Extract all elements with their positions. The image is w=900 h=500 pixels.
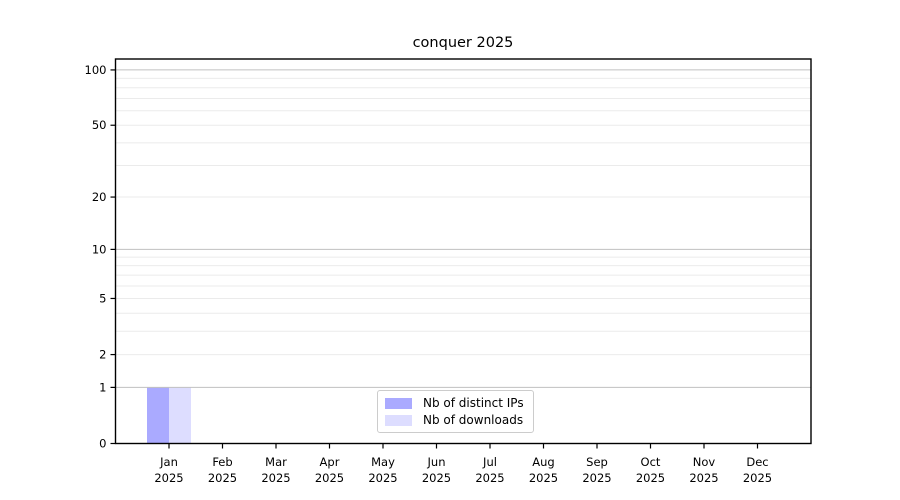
x-tick-label-aug-month: Aug [532,455,554,469]
x-tick-label-may-month: May [371,455,395,469]
x-tick-label-jan-month: Jan [159,455,178,469]
y-tick-label-100: 100 [85,63,107,77]
legend-swatch-downloads [385,414,412,426]
legend-item-distinct-ips: Nb of distinct IPs [385,396,524,410]
y-tick-label-50: 50 [92,118,107,132]
x-tick-label-oct-month: Oct [641,455,661,469]
x-tick-label-dec-month: Dec [746,455,768,469]
x-tick-label-nov-month: Nov [693,455,716,469]
legend-item-downloads: Nb of downloads [385,413,524,427]
x-tick-label-jun-month: Jun [427,455,446,469]
bar-jan-series0 [147,387,169,444]
x-tick-label-aug-year: 2025 [529,471,558,485]
x-tick-label-feb-month: Feb [212,455,232,469]
y-tick-label-0: 0 [99,437,106,451]
x-tick-label-jul-month: Jul [482,455,497,469]
x-tick-label-sep-year: 2025 [582,471,611,485]
x-tick-label-oct-year: 2025 [636,471,665,485]
x-tick-label-nov-year: 2025 [689,471,718,485]
x-tick-label-mar-month: Mar [265,455,287,469]
x-tick-label-dec-year: 2025 [743,471,772,485]
x-tick-label-feb-year: 2025 [208,471,237,485]
x-tick-label-may-year: 2025 [368,471,397,485]
y-tick-label-10: 10 [92,242,107,256]
y-tick-label-5: 5 [99,291,106,305]
bar-jan-series1 [169,387,191,444]
chart-title: conquer 2025 [412,35,514,51]
axes-spines [114,58,812,445]
legend: Nb of distinct IPs Nb of downloads [377,390,534,433]
x-tick-label-jun-year: 2025 [422,471,451,485]
x-tick-label-sep-month: Sep [586,455,608,469]
legend-label-downloads: Nb of downloads [423,413,524,427]
x-tick-label-jan-year: 2025 [154,471,183,485]
y-tick-label-2: 2 [99,348,106,362]
legend-swatch-distinct-ips [385,397,412,409]
x-tick-label-apr-year: 2025 [315,471,344,485]
x-tick-label-jul-year: 2025 [475,471,504,485]
y-tick-label-20: 20 [92,190,107,204]
y-tick-label-1: 1 [99,380,106,394]
x-tick-label-mar-year: 2025 [261,471,290,485]
x-tick-label-apr-month: Apr [320,455,340,469]
legend-label-distinct-ips: Nb of distinct IPs [423,396,524,410]
